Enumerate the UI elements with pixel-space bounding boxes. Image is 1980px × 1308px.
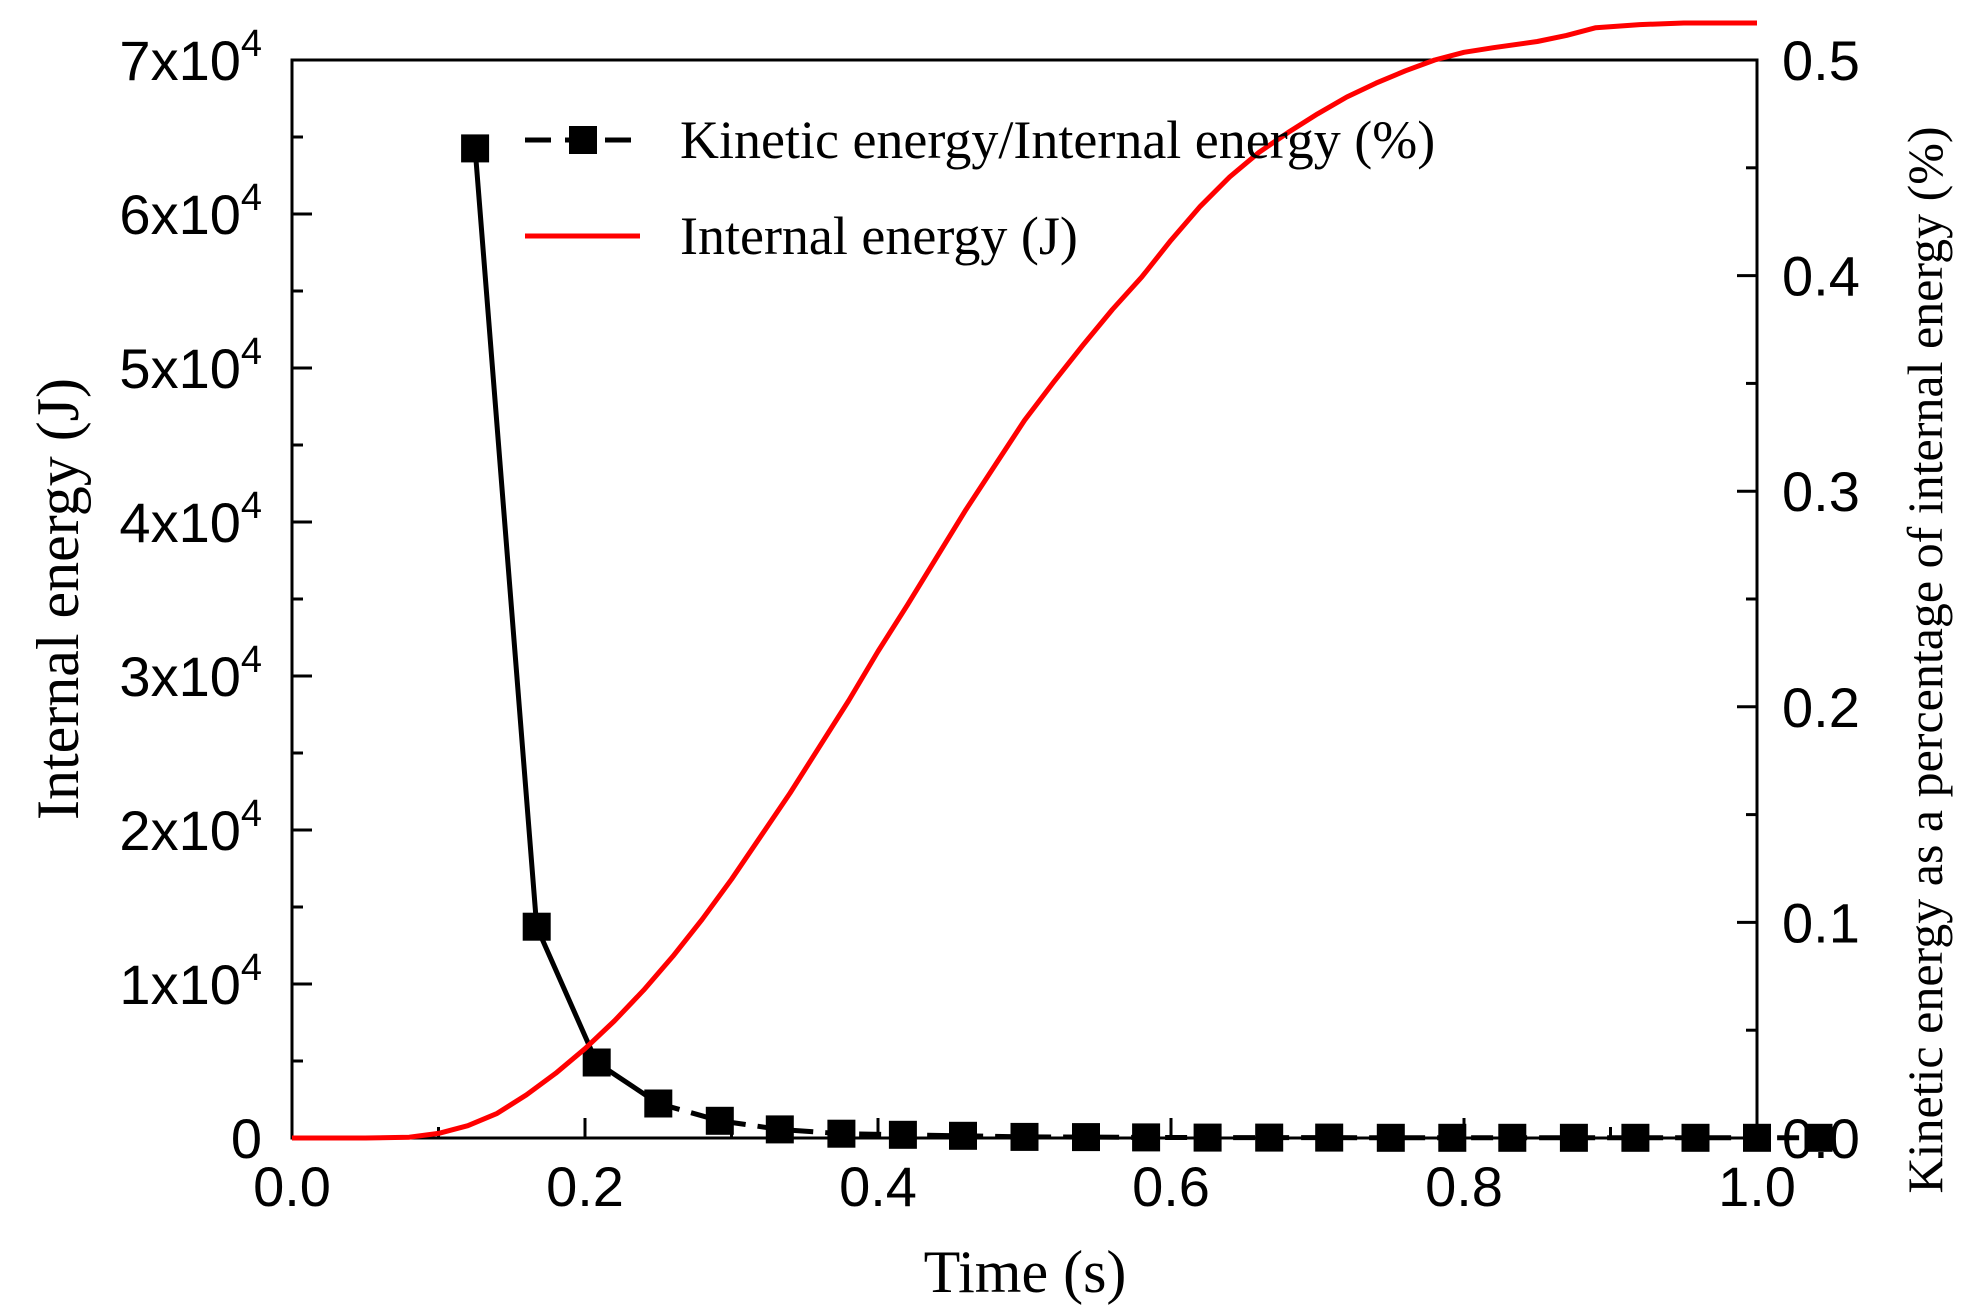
- y-left-tick-base: 1x10: [119, 953, 240, 1016]
- series-layer: [292, 20, 1833, 1152]
- y-left-tick-exponent: 4: [241, 485, 262, 527]
- y-right-tick-label: 0.5: [1782, 29, 1860, 92]
- x-axis-title: Time (s): [924, 1239, 1127, 1305]
- y-axis-right-title: Kinetic energy as a percentage of intern…: [1897, 126, 1953, 1193]
- y-right-tick-label: 0.2: [1782, 676, 1860, 739]
- data-point-kinetic-ratio: [1255, 1123, 1284, 1152]
- y-left-tick-base: 3x10: [119, 645, 240, 708]
- data-point-kinetic-ratio: [1681, 1123, 1710, 1152]
- y-left-tick-exponent: 4: [241, 331, 262, 373]
- data-point-kinetic-ratio: [949, 1121, 977, 1150]
- series-line-internal-energy: [292, 20, 1757, 1141]
- y-left-tick-base: 7x10: [119, 29, 240, 92]
- y-left-tick-exponent: 4: [241, 793, 262, 835]
- data-point-kinetic-ratio: [1193, 1123, 1222, 1152]
- data-point-kinetic-ratio: [522, 912, 551, 941]
- y-left-tick-base: 5x10: [119, 337, 240, 400]
- y-left-tick-base: 0: [231, 1107, 262, 1170]
- data-point-kinetic-ratio: [1559, 1123, 1588, 1152]
- y-left-tick-exponent: 4: [241, 177, 262, 219]
- y-axis-left-title: Internal energy (J): [25, 378, 91, 820]
- data-point-kinetic-ratio: [1132, 1123, 1161, 1152]
- data-point-kinetic-ratio: [827, 1119, 856, 1148]
- y-left-tick-label: 3x104: [119, 639, 262, 708]
- x-tick-label: 0.0: [253, 1155, 331, 1218]
- y-left-tick-label: 6x104: [119, 177, 262, 246]
- series-line-kinetic-ratio: [472, 148, 660, 1106]
- legend-marker-kinetic: [569, 126, 597, 154]
- y-left-tick-label: 7x104: [119, 23, 262, 92]
- legend-label-kinetic: Kinetic energy/Internal energy (%): [680, 110, 1435, 170]
- data-point-kinetic-ratio: [461, 134, 490, 163]
- data-point-kinetic-ratio: [644, 1089, 673, 1118]
- y-right-tick-label: 0.3: [1782, 460, 1860, 523]
- y-left-tick-label: 0: [231, 1107, 262, 1170]
- data-point-kinetic-ratio: [1804, 1123, 1833, 1152]
- data-point-kinetic-ratio: [1438, 1123, 1467, 1152]
- y-right-tick-label: 0.4: [1782, 245, 1860, 308]
- y-right-tick-label: 0.1: [1782, 891, 1860, 954]
- legend: Kinetic energy/Internal energy (%) Inter…: [525, 110, 1435, 266]
- data-point-kinetic-ratio: [888, 1120, 917, 1149]
- y-left-tick-base: 2x10: [119, 799, 240, 862]
- data-point-kinetic-ratio: [1315, 1123, 1344, 1152]
- y-left-tick-base: 6x10: [119, 183, 240, 246]
- y-left-tick-label: 1x104: [119, 947, 262, 1016]
- x-tick-label: 0.2: [546, 1155, 624, 1218]
- x-tick-label: 0.8: [1425, 1155, 1503, 1218]
- data-point-kinetic-ratio: [582, 1048, 611, 1077]
- y-left-tick-exponent: 4: [241, 23, 262, 65]
- y-left-tick-base: 4x10: [119, 491, 240, 554]
- data-point-kinetic-ratio: [705, 1106, 734, 1135]
- data-point-kinetic-ratio: [765, 1115, 794, 1144]
- x-tick-label: 1.0: [1718, 1155, 1796, 1218]
- x-tick-label: 0.6: [1132, 1155, 1210, 1218]
- y-left-tick-label: 5x104: [119, 331, 262, 400]
- data-point-kinetic-ratio: [1621, 1123, 1650, 1152]
- data-point-kinetic-ratio: [1072, 1123, 1100, 1152]
- x-tick-label: 0.4: [839, 1155, 917, 1218]
- y-left-tick-exponent: 4: [241, 947, 262, 989]
- y-left-tick-label: 4x104: [119, 485, 262, 554]
- data-point-kinetic-ratio: [1498, 1123, 1527, 1152]
- legend-label-internal: Internal energy (J): [680, 206, 1078, 266]
- data-point-kinetic-ratio: [1010, 1122, 1039, 1151]
- data-point-kinetic-ratio: [1376, 1123, 1405, 1152]
- y-left-tick-exponent: 4: [241, 639, 262, 681]
- data-point-kinetic-ratio: [1743, 1123, 1771, 1152]
- y-left-tick-label: 2x104: [119, 793, 262, 862]
